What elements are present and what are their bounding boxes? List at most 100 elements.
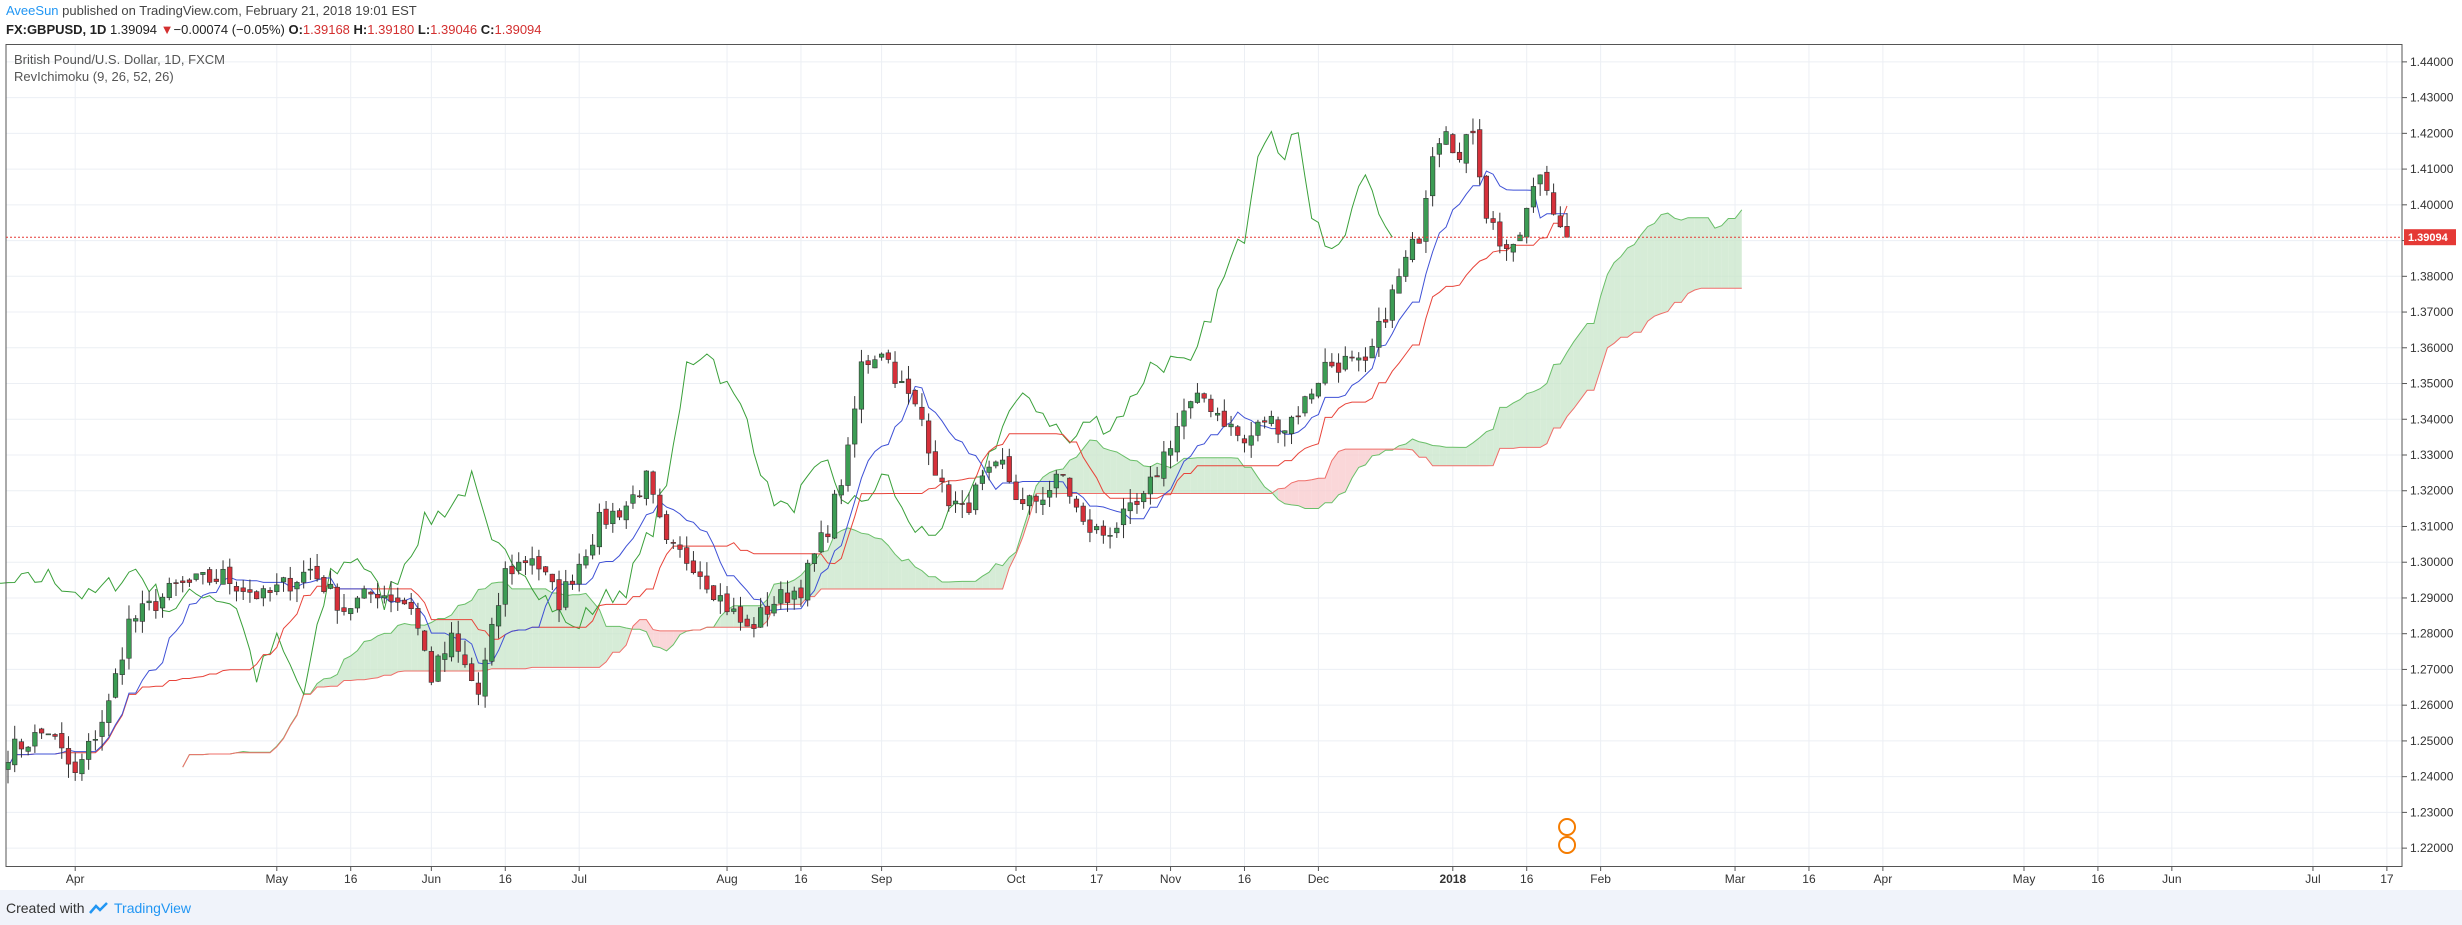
cloud-segment <box>1520 393 1527 448</box>
low-value: 1.39046 <box>430 22 478 37</box>
cloud-segment <box>364 640 371 680</box>
cloud-segment <box>464 600 472 672</box>
candle-body <box>1255 421 1261 436</box>
candle-body <box>919 406 925 420</box>
indicator-label[interactable]: RevIchimoku (9, 26, 52, 26) <box>14 69 174 84</box>
candle-body <box>442 653 448 660</box>
candle-body <box>334 586 340 611</box>
cloud-segment <box>1116 451 1124 494</box>
candle-body <box>72 761 78 773</box>
candle-body <box>1221 410 1227 427</box>
candle-body <box>516 561 522 571</box>
cloud-segment <box>1506 402 1514 449</box>
candle-body <box>932 451 938 476</box>
candle-body <box>321 577 327 592</box>
candle-body <box>1188 401 1194 409</box>
x-tick-label: Jun <box>422 872 441 886</box>
candle-body <box>1087 519 1093 533</box>
last-price-label: 1.39094 <box>2408 232 2449 244</box>
cloud-segment <box>1210 457 1218 494</box>
cloud-segment <box>572 594 580 668</box>
candle-body <box>153 601 159 611</box>
candle-body <box>1443 131 1449 145</box>
cloud-segment <box>1708 217 1715 289</box>
publish-header: AveeSun published on TradingView.com, Fe… <box>0 0 2462 44</box>
candle-body <box>590 544 596 556</box>
y-tick-label: 1.43000 <box>2410 91 2454 105</box>
cloud-segment <box>1002 557 1010 589</box>
candle-body <box>717 595 723 602</box>
cloud-segment <box>606 626 613 662</box>
cloud-segment <box>518 588 526 669</box>
chikou-span-line <box>0 130 1393 696</box>
cloud-segment <box>1714 225 1722 289</box>
x-tick-label: 16 <box>1802 872 1816 886</box>
cloud-segment <box>1688 217 1695 294</box>
cloud-segment <box>1432 445 1440 466</box>
cloud-segment <box>1419 441 1426 458</box>
candle-body <box>79 759 85 775</box>
price-chart[interactable]: 1.22000 1.23000 1.24000 1.25000 1.26000 1.270… <box>0 44 2462 890</box>
author-link[interactable]: AveeSun <box>6 3 59 18</box>
candle-body <box>126 618 132 659</box>
candle-body <box>1067 477 1073 497</box>
x-tick-label: Jul <box>2305 872 2320 886</box>
symbol-label: FX:GBPUSD, 1D <box>6 22 107 37</box>
last-price-text: 1.39094 <box>110 22 158 37</box>
candle-body <box>946 484 952 507</box>
x-tick-label: 16 <box>2091 872 2105 886</box>
cloud-segment <box>1593 296 1601 391</box>
cloud-segment <box>1533 388 1541 448</box>
candle-body <box>327 583 334 589</box>
candle-body <box>596 511 602 548</box>
cloud-segment <box>512 588 519 669</box>
x-tick-label: May <box>265 872 288 886</box>
kijun-sen-line <box>7 205 1568 768</box>
cloud-segment <box>612 626 620 653</box>
candle-body <box>1497 221 1503 247</box>
x-tick-label: Jul <box>572 872 587 886</box>
candle-body <box>193 573 199 580</box>
candle-body <box>1557 215 1563 228</box>
candle-body <box>1396 276 1402 294</box>
y-tick-label: 1.27000 <box>2410 662 2454 676</box>
candle-body <box>401 599 408 605</box>
candle-body <box>603 508 609 525</box>
candle-body <box>710 585 717 601</box>
chart-axes: 1.22000 1.23000 1.24000 1.25000 1.26000 1.270… <box>5 44 2456 886</box>
candle-body <box>422 630 428 651</box>
senkou-span-a-line <box>182 209 1743 768</box>
x-tick-label: 16 <box>794 872 808 886</box>
cloud-segment <box>1526 391 1534 448</box>
candle-body <box>973 484 979 511</box>
candle-body <box>791 590 797 600</box>
x-tick-label: 16 <box>1520 872 1534 886</box>
candle-body <box>1315 382 1321 397</box>
candle-body <box>1477 129 1483 178</box>
candle-body <box>381 595 387 599</box>
event-marker-icon[interactable] <box>1558 818 1577 854</box>
tradingview-link[interactable]: TradingView <box>114 900 192 916</box>
cloud-segment <box>982 572 990 589</box>
cloud-segment <box>357 641 365 680</box>
cloud-segment <box>1466 442 1473 466</box>
cloud-segment <box>619 626 627 653</box>
cloud-segment <box>821 550 828 589</box>
candle-body <box>744 618 750 627</box>
cloud-segment <box>1399 444 1406 450</box>
candle-body <box>583 556 589 566</box>
cloud-segment <box>350 650 358 681</box>
cloud-segment <box>471 589 479 672</box>
candle-body <box>1020 499 1026 505</box>
y-tick-label: 1.25000 <box>2410 734 2454 748</box>
cloud-segment <box>1338 449 1346 495</box>
cloud-segment <box>1184 458 1191 494</box>
candle-body <box>1335 362 1342 373</box>
candle-body <box>1349 356 1355 359</box>
cloud-segment <box>585 593 593 668</box>
cloud-segment <box>1459 447 1467 466</box>
cloud-segment <box>1580 323 1588 400</box>
open-value: 1.39168 <box>302 22 350 37</box>
cloud-segment <box>1701 217 1709 289</box>
cloud-segment <box>1130 460 1137 494</box>
